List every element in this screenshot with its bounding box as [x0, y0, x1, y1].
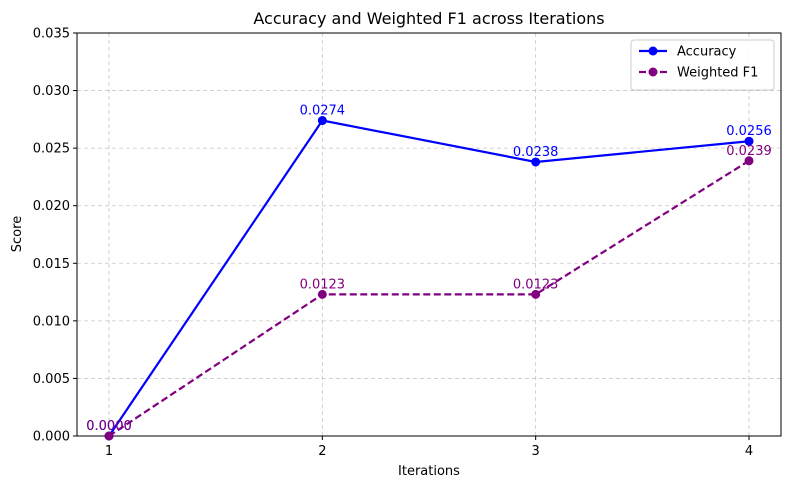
data-point [104, 431, 114, 441]
data-point [317, 289, 327, 299]
data-label: 0.0123 [300, 277, 346, 292]
axes: 1 2 3 4 0.000 0.005 0.010 0.015 0.020 0.025 0.030 0… [33, 27, 782, 459]
series-line-weighted-f1 [108, 159, 750, 437]
y-tick-label: 0.000 [33, 430, 70, 445]
data-label: 0.0000 [86, 419, 132, 434]
data-point [531, 289, 541, 299]
data-label: 0.0256 [726, 124, 772, 139]
legend-label: Accuracy [677, 45, 737, 60]
series-line-accuracy [108, 119, 750, 437]
y-tick-label: 0.010 [33, 314, 70, 329]
data-label: 0.0000 [86, 419, 132, 434]
data-point [744, 136, 754, 146]
y-tick-label: 0.025 [33, 142, 70, 157]
data-point [744, 156, 754, 166]
x-tick-label: 1 [105, 444, 113, 459]
legend-box [630, 39, 775, 91]
y-tick-label: 0.035 [33, 27, 70, 42]
data-label: 0.0239 [726, 144, 772, 159]
data-label: 0.0238 [513, 145, 559, 160]
x-tick-label: 3 [532, 444, 540, 459]
y-tick-label: 0.020 [33, 199, 70, 214]
data-label: 0.0274 [300, 104, 346, 119]
y-tick-label: 0.015 [33, 257, 70, 272]
plot-frame [76, 32, 782, 437]
x-axis-label: Iterations [398, 464, 460, 479]
y-tick-label: 0.005 [33, 372, 70, 387]
series-group [104, 116, 754, 441]
legend-marker [648, 67, 658, 77]
data-point [531, 157, 541, 167]
data-point [317, 116, 327, 126]
legend-label: Weighted F1 [677, 66, 758, 81]
x-tick-label: 2 [318, 444, 326, 459]
chart-title: Accuracy and Weighted F1 across Iteratio… [253, 9, 604, 28]
y-tick-label: 0.030 [33, 84, 70, 99]
legend-marker [648, 46, 658, 56]
y-axis-label: Score [10, 216, 25, 252]
x-tick-label: 4 [745, 444, 753, 459]
legend: Accuracy Weighted F1 [630, 39, 775, 91]
data-label: 0.0123 [513, 277, 559, 292]
